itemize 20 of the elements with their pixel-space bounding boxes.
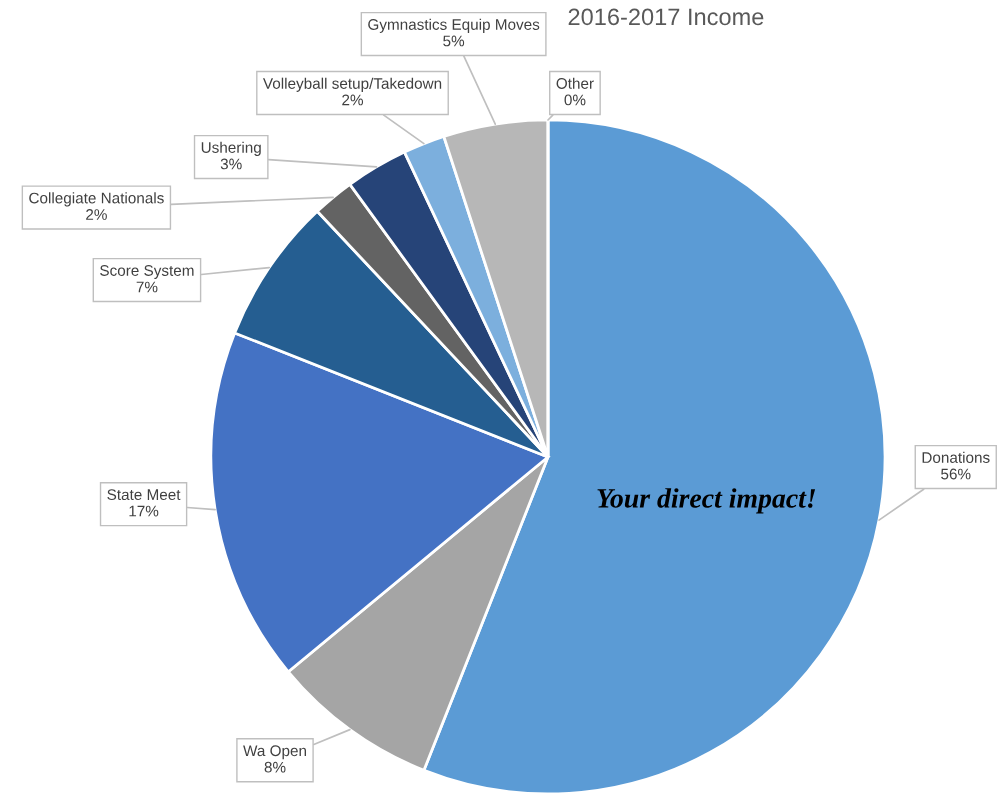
slice-label: State Meet	[107, 489, 181, 501]
chart-title: 2016-2017 Income	[568, 8, 764, 26]
slice-label: Gymnastics Equip Moves	[368, 18, 540, 33]
data-label: 2%	[342, 94, 364, 106]
data-label: 56%	[941, 468, 971, 480]
slice-label: Collegiate Nationals	[29, 192, 164, 207]
slice-label: Ushering	[201, 141, 261, 156]
data-label: 2%	[86, 209, 107, 220]
slice-label: Donations	[922, 451, 990, 463]
category-label: Other	[556, 77, 594, 89]
slice-label: Score System	[100, 265, 194, 279]
data-label: 5%	[443, 35, 465, 47]
data-label: 8%	[264, 761, 286, 773]
data-label: 3%	[220, 158, 242, 170]
text: 0%	[564, 94, 586, 106]
text: Your direct impact!	[597, 488, 816, 514]
data-label: 7%	[136, 281, 158, 293]
data-label: 17%	[129, 505, 159, 517]
slice-label: Volleyball setup/Takedown	[262, 77, 442, 92]
slice-label: Wa Open	[243, 745, 306, 760]
